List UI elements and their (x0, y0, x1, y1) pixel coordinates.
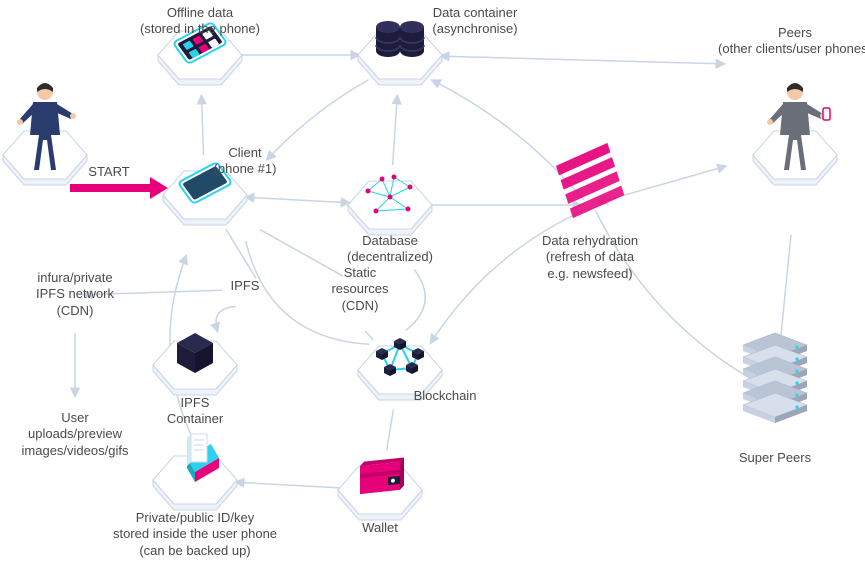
edge-rehydration-container (431, 80, 583, 200)
label-ipfs-container: IPFS Container (145, 395, 245, 428)
label-client: Client (phone #1) (185, 145, 305, 178)
label-rehydration: Data rehydration (refresh of data e.g. n… (510, 233, 670, 282)
node-peers (753, 83, 837, 185)
edge-client-database (245, 197, 350, 203)
edge-wallet-idkey (235, 482, 340, 488)
label-infura: infura/private IPFS network (CDN) (15, 270, 135, 319)
edge-client-ipfs (226, 229, 256, 278)
label-ipfs: IPFS (215, 278, 275, 294)
edge-static-blockchain (365, 331, 373, 340)
label-offline: Offline data (stored in the phone) (120, 5, 280, 38)
node-idkey (153, 434, 237, 510)
edge-database-container (393, 95, 398, 165)
node-user (3, 83, 87, 185)
node-wallet (338, 457, 422, 520)
label-uploads: User uploads/preview images/videos/gifs (0, 410, 150, 459)
node-ipfs-container (153, 333, 237, 395)
start-arrow: START (70, 164, 168, 199)
label-superpeers: Super Peers (715, 450, 835, 466)
edge-blockchain-wallet (387, 409, 394, 450)
edge-container-peers (440, 56, 725, 64)
label-static: Static resources (CDN) (310, 265, 410, 314)
label-database: Database (decentralized) (320, 233, 460, 266)
label-container: Data container (asynchronise) (400, 5, 550, 38)
label-idkey: Private/public ID/key stored inside the … (85, 510, 305, 559)
node-rehydration (554, 143, 626, 218)
start-label: START (88, 164, 129, 179)
label-peers: Peers (other clients/user phones) (705, 25, 865, 58)
label-blockchain: Blockchain (395, 388, 495, 404)
edge-ipfs-ipfs-container (216, 307, 235, 333)
label-wallet: Wallet (340, 520, 420, 536)
node-database (348, 175, 432, 236)
node-superpeers (743, 333, 807, 423)
